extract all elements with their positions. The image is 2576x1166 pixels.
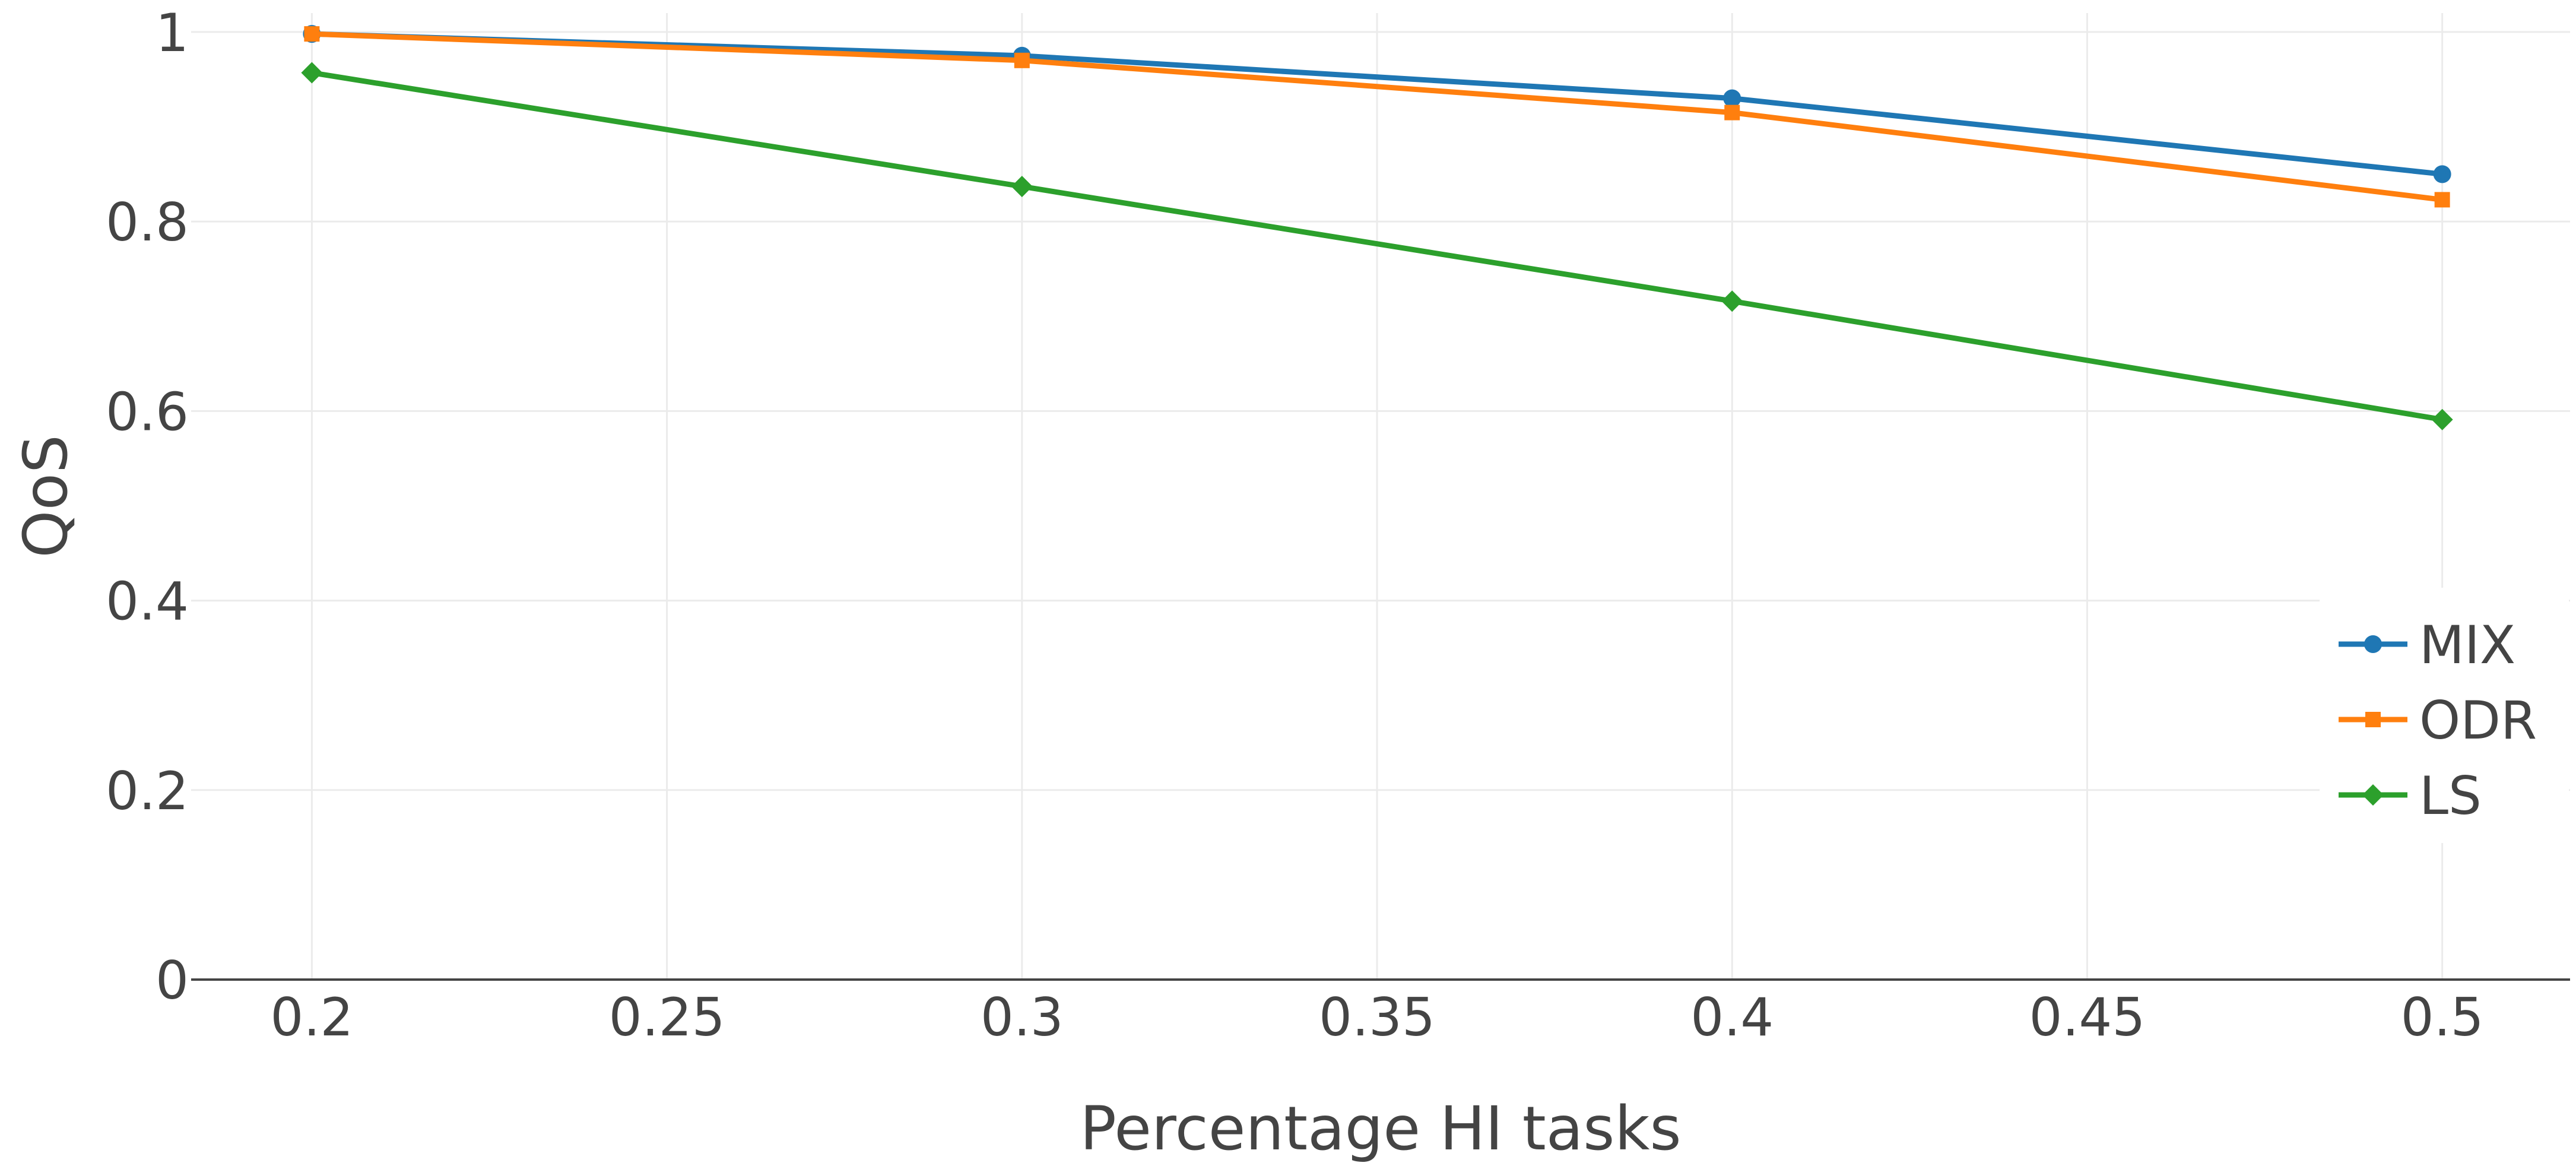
series-line-ls: [309, 70, 2445, 423]
x-tick-label: 0.3: [981, 987, 1064, 1048]
data-point-odr: [304, 26, 320, 42]
legend-marker-odr: [2365, 712, 2381, 727]
y-tick-label: 0.8: [106, 192, 189, 253]
x-axis-title: Percentage HI tasks: [1080, 1094, 1681, 1164]
series-group: [301, 25, 2453, 430]
y-tick-label: 0: [156, 950, 189, 1011]
data-point-ls: [301, 62, 323, 84]
x-tick-label: 0.25: [609, 987, 725, 1048]
x-tick-label: 0.5: [2401, 987, 2484, 1048]
y-tick-label: 1: [156, 2, 189, 64]
legend-marker-ls: [2362, 784, 2384, 806]
legend-item-odr: ODR: [2339, 690, 2537, 751]
legend-label: LS: [2419, 765, 2482, 826]
series-line-odr: [309, 31, 2445, 202]
data-point-ls: [1721, 290, 1743, 312]
legend-background: [2320, 588, 2569, 843]
data-point-ls: [1011, 176, 1033, 198]
y-axis-title: QoS: [11, 435, 81, 557]
legend-marker-mix: [2364, 635, 2382, 653]
data-point-mix: [1723, 89, 1741, 107]
series-odr: [304, 26, 2450, 208]
y-tick-label: 0.4: [106, 571, 189, 632]
grid: [191, 13, 2570, 980]
data-point-odr: [1014, 52, 1030, 68]
x-tick-label: 0.45: [2029, 987, 2145, 1048]
data-point-ls: [2431, 408, 2453, 430]
x-tick-label: 0.4: [1690, 987, 1774, 1048]
legend-item-ls: LS: [2339, 765, 2482, 826]
x-tick-label: 0.2: [270, 987, 353, 1048]
y-tick-label: 0.2: [106, 761, 189, 822]
legend-label: MIX: [2419, 614, 2515, 676]
x-tick-label: 0.35: [1319, 987, 1435, 1048]
series-ls: [301, 62, 2453, 430]
data-point-odr: [2434, 192, 2450, 208]
y-tick-label: 0.6: [106, 381, 189, 442]
data-point-mix: [2433, 165, 2451, 183]
axes: 0.2 0.25 0.3 0.35 0.4 0.45 0.5 0 0.2 0.4 0.6 0.8 1: [106, 2, 2570, 1048]
legend-item-mix: MIX: [2339, 614, 2515, 676]
legend-label: ODR: [2419, 690, 2537, 751]
legend: MIX ODR LS: [2320, 588, 2569, 843]
data-point-odr: [1724, 104, 1740, 121]
